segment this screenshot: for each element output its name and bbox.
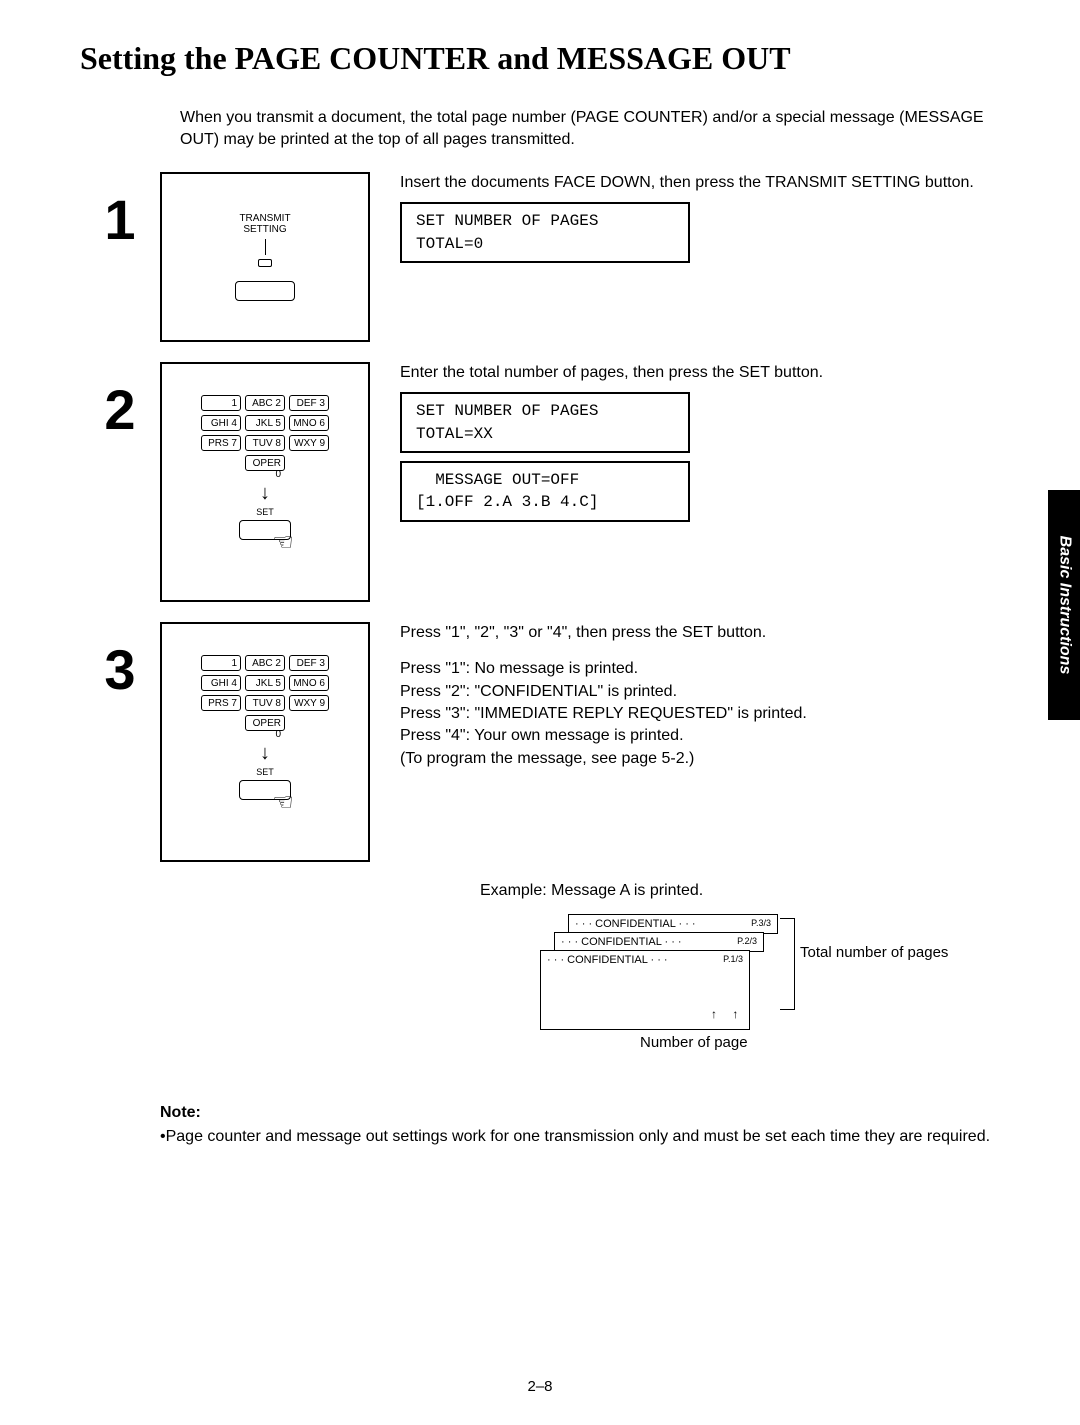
fax-page-stack: · · · CONFIDENTIAL · · · P.3/3 · · · CON… [540, 914, 1020, 1054]
annotation-pagenum: Number of page [640, 1034, 748, 1051]
step-2-text: Enter the total number of pages, then pr… [400, 362, 1020, 530]
step-3-number: 3 [80, 642, 160, 698]
note-heading: Note: [160, 1104, 1020, 1122]
annotation-total: Total number of pages [800, 944, 948, 962]
transmit-button-icon [235, 281, 295, 301]
step-3-diagram: 1 ABC 2 DEF 3 GHI 4 JKL 5 MNO 6 PRS 7 TU… [160, 622, 370, 862]
step-1-diagram: TRANSMIT SETTING [160, 172, 370, 342]
lcd-display-2a: SET NUMBER OF PAGES TOTAL=XX [400, 392, 690, 453]
lcd-display-2b: MESSAGE OUT=OFF [1.OFF 2.A 3.B 4.C] [400, 461, 690, 522]
lcd-display-1: SET NUMBER OF PAGES TOTAL=0 [400, 202, 690, 263]
manual-page: Setting the PAGE COUNTER and MESSAGE OUT… [0, 0, 1080, 1425]
page-number: 2–8 [0, 1378, 1080, 1395]
bracket-icon [780, 918, 795, 1010]
example-heading: Example: Message A is printed. [480, 882, 1020, 900]
step-3-text: Press "1", "2", "3" or "4", then press t… [400, 622, 1020, 770]
keypad-icon: 1 ABC 2 DEF 3 GHI 4 JKL 5 MNO 6 PRS 7 TU… [201, 395, 329, 471]
fax-page-3: · · · CONFIDENTIAL · · · P.3/3 [568, 914, 778, 934]
hand-icon: ☜ [272, 528, 294, 557]
intro-text: When you transmit a document, the total … [180, 107, 1020, 152]
arrow-down-icon: ↓ [260, 483, 270, 503]
step-2-diagram: 1 ABC 2 DEF 3 GHI 4 JKL 5 MNO 6 PRS 7 TU… [160, 362, 370, 602]
step-1-number: 1 [80, 192, 160, 248]
set-label-2: SET [256, 767, 274, 777]
transmit-label: TRANSMIT SETTING [239, 213, 290, 235]
step-2-row: 2 1 ABC 2 DEF 3 GHI 4 JKL 5 MNO 6 PRS 7 … [80, 362, 1020, 602]
step-2-number: 2 [80, 382, 160, 438]
step-3-row: 3 1 ABC 2 DEF 3 GHI 4 JKL 5 MNO 6 PRS 7 … [80, 622, 1020, 862]
connector-line [265, 239, 266, 255]
note-section: Note: •Page counter and message out sett… [80, 1104, 1020, 1148]
set-label: SET [256, 507, 274, 517]
page-title: Setting the PAGE COUNTER and MESSAGE OUT [80, 40, 1020, 77]
example-section: Example: Message A is printed. · · · CON… [480, 882, 1020, 1054]
fax-page-2: · · · CONFIDENTIAL · · · P.2/3 [554, 932, 764, 952]
fax-page-1: · · · CONFIDENTIAL · · · P.1/3 ↑ ↑ [540, 950, 750, 1030]
side-tab: Basic Instructions [1048, 490, 1080, 720]
arrow-up-icons: ↑ ↑ [711, 1007, 744, 1021]
keypad-icon-2: 1 ABC 2 DEF 3 GHI 4 JKL 5 MNO 6 PRS 7 TU… [201, 655, 329, 731]
hand-icon-2: ☜ [272, 788, 294, 817]
step-1-row: 1 TRANSMIT SETTING Insert the documents … [80, 172, 1020, 342]
arrow-down-icon-2: ↓ [260, 743, 270, 763]
led-icon [258, 259, 272, 267]
step-1-text: Insert the documents FACE DOWN, then pre… [400, 172, 1020, 271]
note-body: •Page counter and message out settings w… [160, 1126, 1020, 1148]
